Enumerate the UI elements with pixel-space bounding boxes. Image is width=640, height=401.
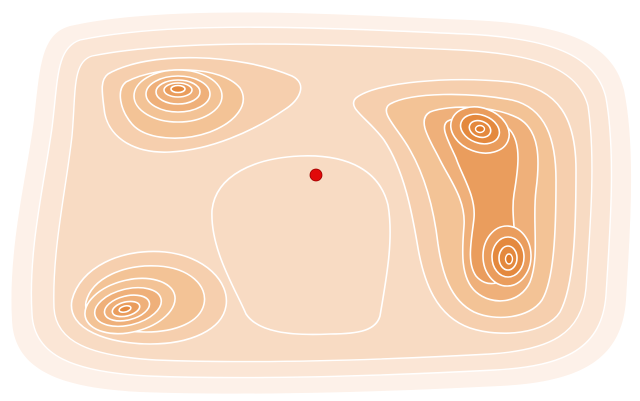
basin-r-lower-core bbox=[504, 253, 514, 265]
basin-ul-core bbox=[170, 84, 186, 94]
plateau-region bbox=[211, 155, 391, 336]
central-plateau bbox=[211, 155, 391, 336]
basin-ll-core bbox=[118, 304, 132, 314]
upper-left-basin bbox=[101, 56, 302, 153]
basin-r-upper-core bbox=[474, 124, 486, 134]
lower-left-basin bbox=[70, 250, 228, 345]
current-position-marker bbox=[309, 168, 323, 182]
right-basin bbox=[352, 78, 577, 334]
